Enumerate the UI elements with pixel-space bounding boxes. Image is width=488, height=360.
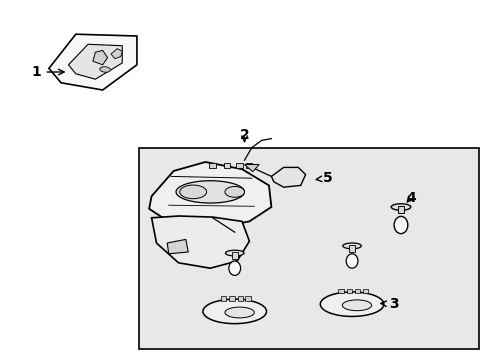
Bar [397,206,404,213]
Bar [245,296,250,301]
Text: 3: 3 [380,297,398,311]
Text: 4: 4 [405,191,415,205]
Ellipse shape [228,261,240,275]
Ellipse shape [176,181,244,203]
Bar [237,296,243,301]
Polygon shape [244,165,259,172]
Bar [236,163,242,168]
Polygon shape [93,50,107,65]
Bar [346,289,351,293]
Ellipse shape [342,243,361,249]
Bar [338,289,343,293]
Ellipse shape [393,216,407,234]
Polygon shape [149,162,271,229]
Ellipse shape [342,300,371,311]
Bar [221,296,226,301]
Ellipse shape [203,299,266,324]
Ellipse shape [390,204,410,210]
Bar [245,163,252,168]
Text: 5: 5 [316,171,332,185]
Bar [231,252,237,259]
Ellipse shape [180,185,206,199]
Bar [139,148,478,349]
Ellipse shape [225,250,244,256]
Polygon shape [151,216,249,268]
Bar [209,163,215,168]
Text: 2: 2 [239,128,249,142]
Ellipse shape [320,292,383,316]
Polygon shape [167,239,188,254]
Text: 1: 1 [32,65,64,79]
Bar [348,245,354,252]
Bar [229,296,234,301]
Polygon shape [68,44,122,79]
Bar [224,163,230,168]
Ellipse shape [100,67,110,72]
Polygon shape [111,49,122,59]
Bar [362,289,367,293]
Polygon shape [49,34,137,90]
Bar [354,289,360,293]
Ellipse shape [346,254,357,268]
Polygon shape [271,167,305,187]
Ellipse shape [224,186,244,197]
Ellipse shape [224,307,254,318]
